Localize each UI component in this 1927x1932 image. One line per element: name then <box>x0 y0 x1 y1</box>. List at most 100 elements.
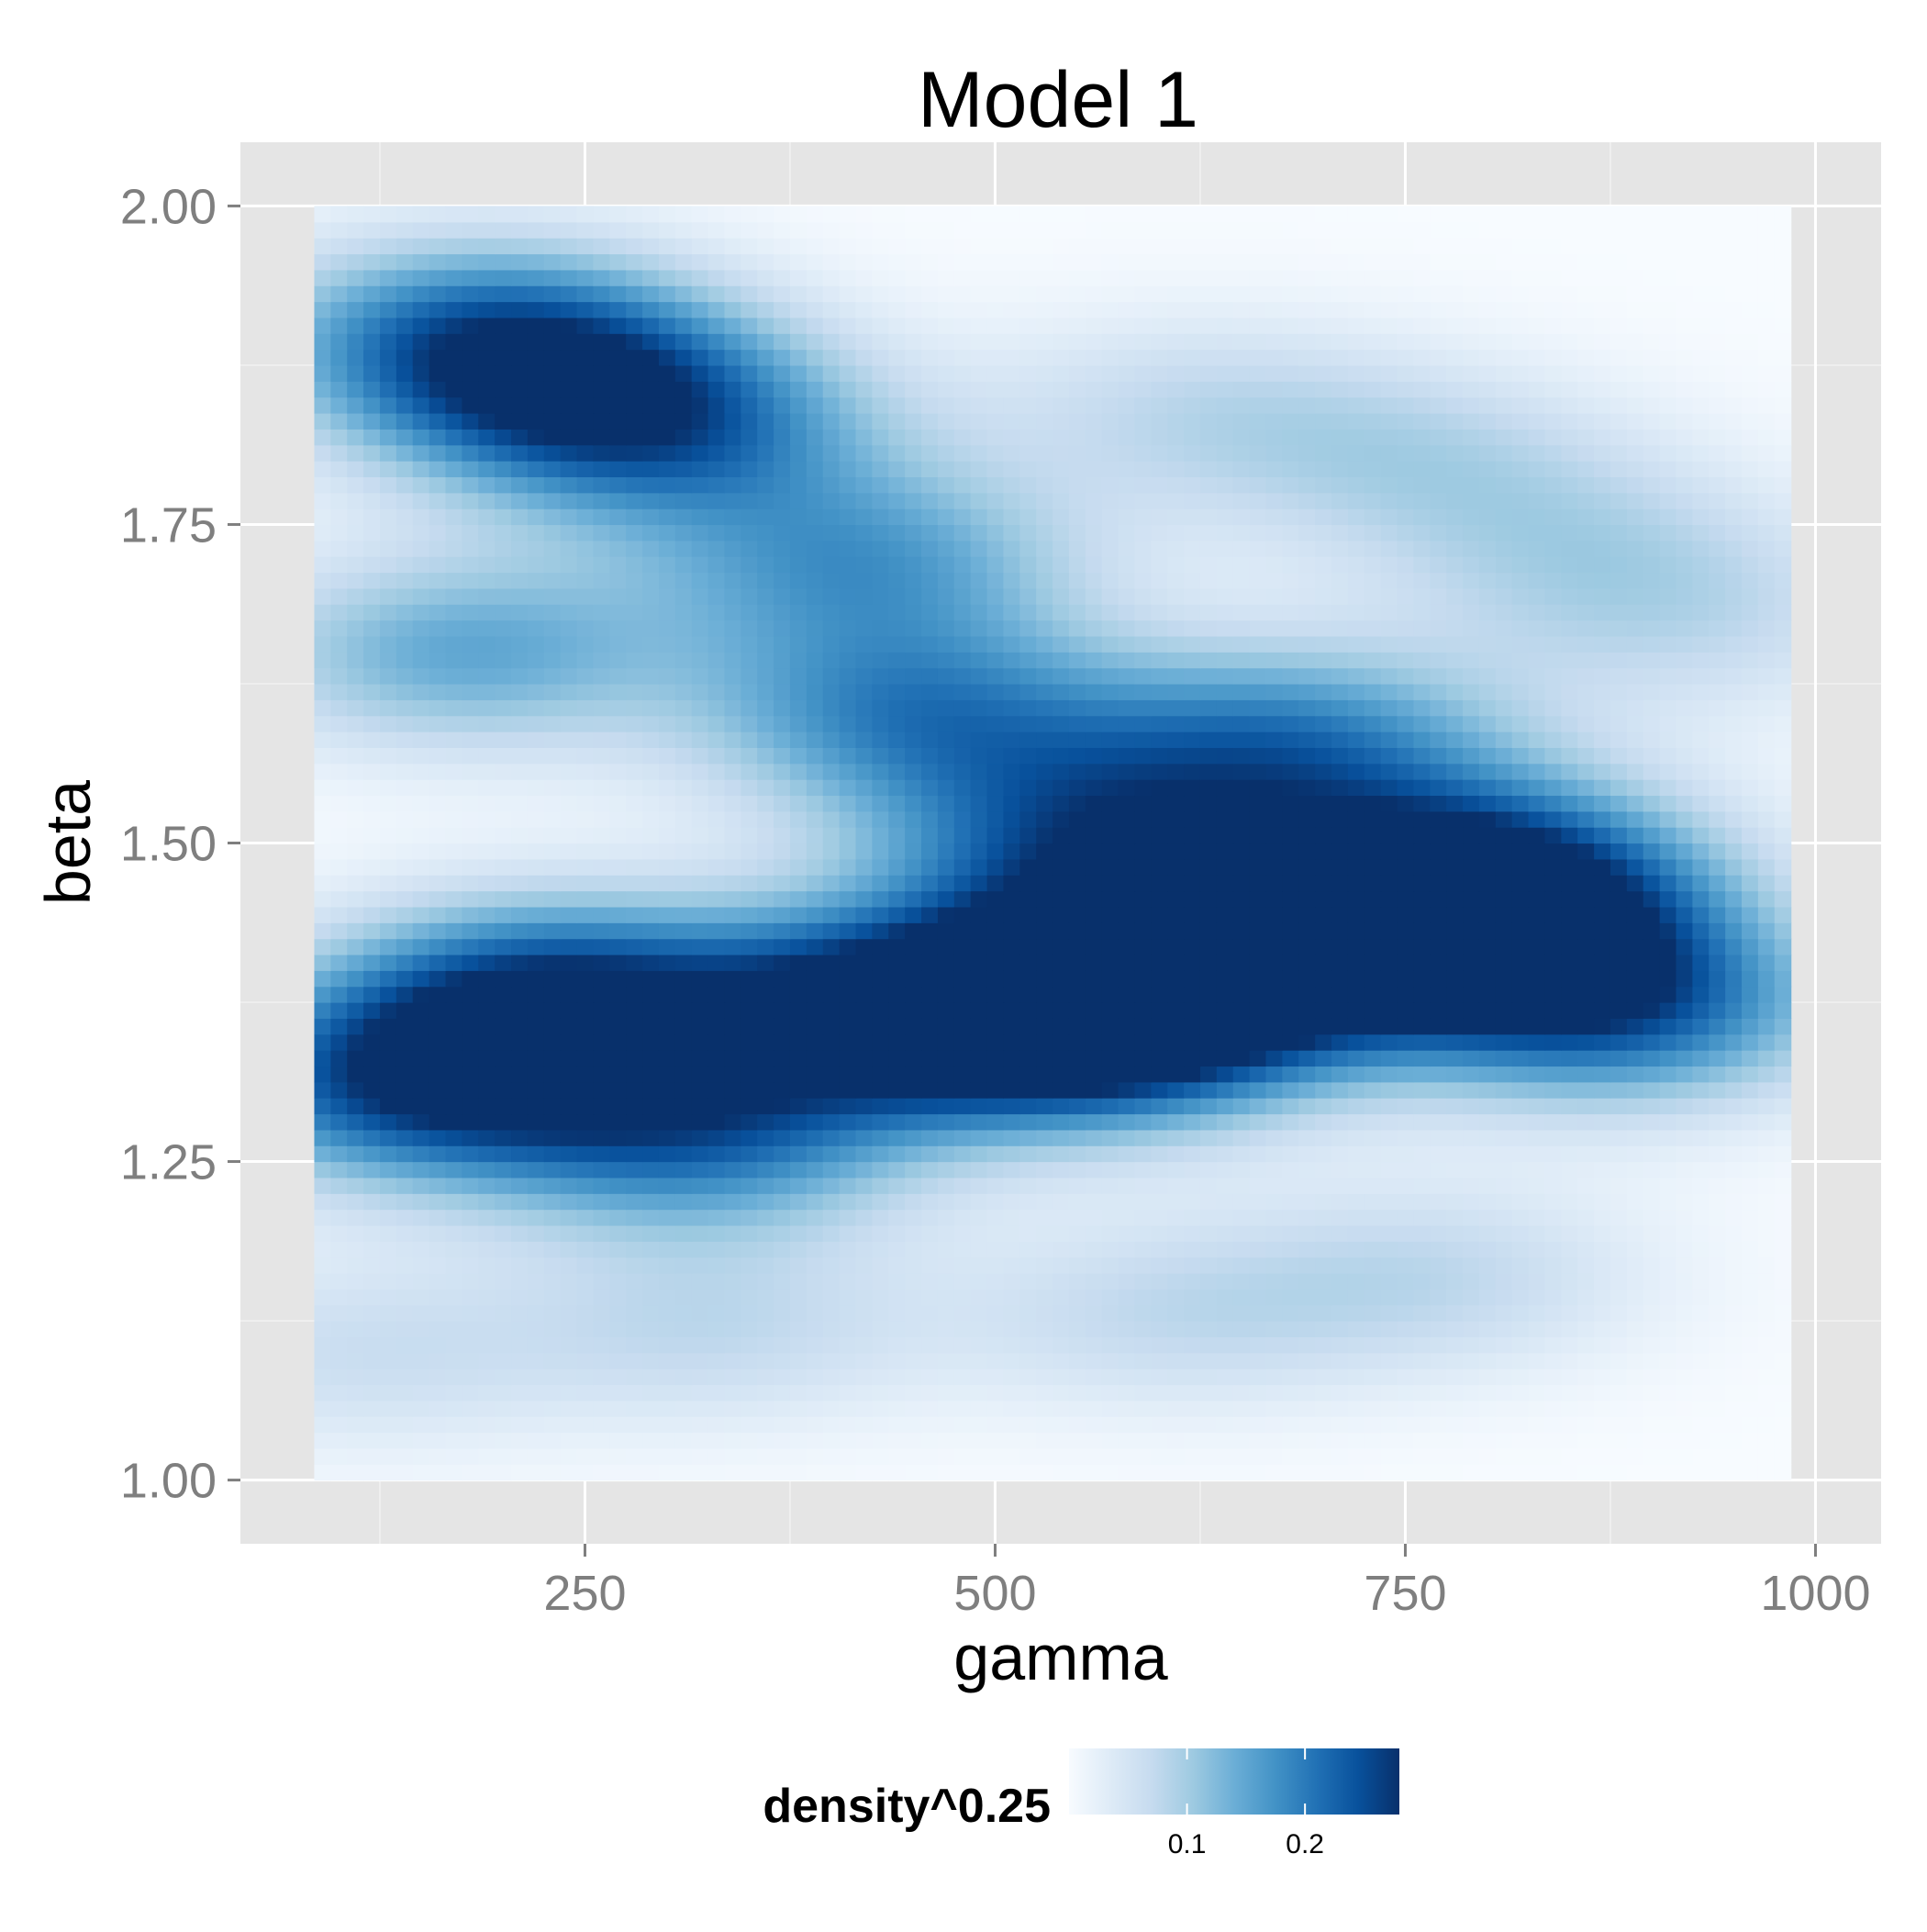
heatmap-tile <box>790 1193 807 1210</box>
heatmap-tile <box>987 875 1004 891</box>
heatmap-tile <box>1102 1034 1119 1051</box>
heatmap-tile <box>888 827 905 843</box>
heatmap-tile <box>544 1336 561 1353</box>
heatmap-tile <box>971 779 987 796</box>
heatmap-tile <box>413 1321 429 1337</box>
heatmap-tile <box>659 1225 675 1242</box>
heatmap-tile <box>1200 1336 1217 1353</box>
heatmap-tile <box>609 1368 626 1385</box>
heatmap-tile <box>1298 1353 1315 1369</box>
heatmap-tile <box>314 843 330 860</box>
heatmap-tile <box>1742 1257 1758 1274</box>
heatmap-tile <box>741 1130 757 1146</box>
heatmap-tile <box>1430 731 1446 748</box>
heatmap-tile <box>856 1225 873 1242</box>
heatmap-tile <box>856 891 873 908</box>
heatmap-tile <box>593 1225 609 1242</box>
heatmap-tile <box>330 1002 347 1019</box>
heatmap-tile <box>856 1050 873 1067</box>
heatmap-tile <box>790 1368 807 1385</box>
heatmap-tile <box>790 955 807 971</box>
heatmap-tile <box>1119 827 1135 843</box>
heatmap-tile <box>1725 1368 1742 1385</box>
heatmap-tile <box>1266 922 1283 939</box>
heatmap-tile <box>1381 1034 1398 1051</box>
heatmap-tile <box>1512 1225 1529 1242</box>
heatmap-tile <box>528 779 544 796</box>
heatmap-tile <box>1775 1448 1791 1465</box>
heatmap-tile <box>954 1130 971 1146</box>
heatmap-tile <box>1282 1082 1298 1099</box>
heatmap-tile <box>888 1464 905 1480</box>
heatmap-tile <box>675 699 692 716</box>
heatmap-tile <box>1742 1401 1758 1417</box>
heatmap-tile <box>1315 1321 1331 1337</box>
heatmap-tile <box>1544 747 1561 764</box>
heatmap-tile <box>1315 970 1331 987</box>
heatmap-tile <box>1298 1384 1315 1401</box>
heatmap-tile <box>1200 1321 1217 1337</box>
heatmap-tile <box>807 652 823 668</box>
heatmap-tile <box>1250 1416 1266 1433</box>
heatmap-tile <box>347 875 363 891</box>
heatmap-tile <box>1381 747 1398 764</box>
heatmap-tile <box>921 1113 938 1130</box>
heatmap-tile <box>1496 955 1512 971</box>
heatmap-tile <box>528 1368 544 1385</box>
heatmap-tile <box>724 811 741 828</box>
heatmap-tile <box>1479 1178 1496 1194</box>
heatmap-tile <box>380 731 396 748</box>
heatmap-tile <box>741 1113 757 1130</box>
heatmap-tile <box>1479 795 1496 811</box>
heatmap-tile <box>642 1002 659 1019</box>
heatmap-tile <box>741 764 757 780</box>
heatmap-tile <box>413 684 429 700</box>
heatmap-tile <box>1102 1368 1119 1385</box>
heatmap-tile <box>1529 699 1545 716</box>
heatmap-tile <box>1086 1336 1102 1353</box>
heatmap-tile <box>741 827 757 843</box>
heatmap-tile <box>314 1193 330 1210</box>
heatmap-tile <box>757 1178 774 1194</box>
heatmap-tile <box>1053 1353 1069 1369</box>
heatmap-tile <box>1544 922 1561 939</box>
heatmap-tile <box>1086 1113 1102 1130</box>
heatmap-tile <box>1102 747 1119 764</box>
heatmap-tile <box>1725 827 1742 843</box>
heatmap-tile <box>1331 843 1348 860</box>
heatmap-tile <box>659 859 675 876</box>
heatmap-tile <box>1119 1353 1135 1369</box>
heatmap-tile <box>807 1289 823 1305</box>
heatmap-tile <box>1184 1273 1200 1290</box>
heatmap-tile <box>888 987 905 1003</box>
heatmap-tile <box>888 1401 905 1417</box>
heatmap-tile <box>1413 1305 1430 1322</box>
heatmap-tile <box>495 1050 511 1067</box>
heatmap-tile <box>675 1210 692 1226</box>
heatmap-tile <box>1446 907 1463 923</box>
heatmap-tile <box>429 891 446 908</box>
heatmap-tile <box>1643 939 1660 955</box>
heatmap-tile <box>1446 859 1463 876</box>
heatmap-tile <box>1282 1433 1298 1449</box>
heatmap-tile <box>971 1002 987 1019</box>
heatmap-tile <box>938 764 954 780</box>
heatmap-tile <box>971 1018 987 1034</box>
heatmap-tile <box>1529 604 1545 620</box>
heatmap-tile <box>1266 1448 1283 1465</box>
heatmap-tile <box>987 1162 1004 1178</box>
heatmap-tile <box>807 1098 823 1114</box>
heatmap-tile <box>1217 1050 1233 1067</box>
heatmap-tile <box>840 1178 856 1194</box>
heatmap-tile <box>888 1050 905 1067</box>
heatmap-tile <box>380 827 396 843</box>
heatmap-tile <box>1086 1178 1102 1194</box>
heatmap-tile <box>1627 970 1643 987</box>
heatmap-tile <box>1036 684 1053 700</box>
heatmap-tile <box>708 747 725 764</box>
heatmap-tile <box>1381 795 1398 811</box>
heatmap-tile <box>1529 764 1545 780</box>
heatmap-tile <box>330 955 347 971</box>
heatmap-tile <box>1053 1401 1069 1417</box>
heatmap-tile <box>1381 1433 1398 1449</box>
